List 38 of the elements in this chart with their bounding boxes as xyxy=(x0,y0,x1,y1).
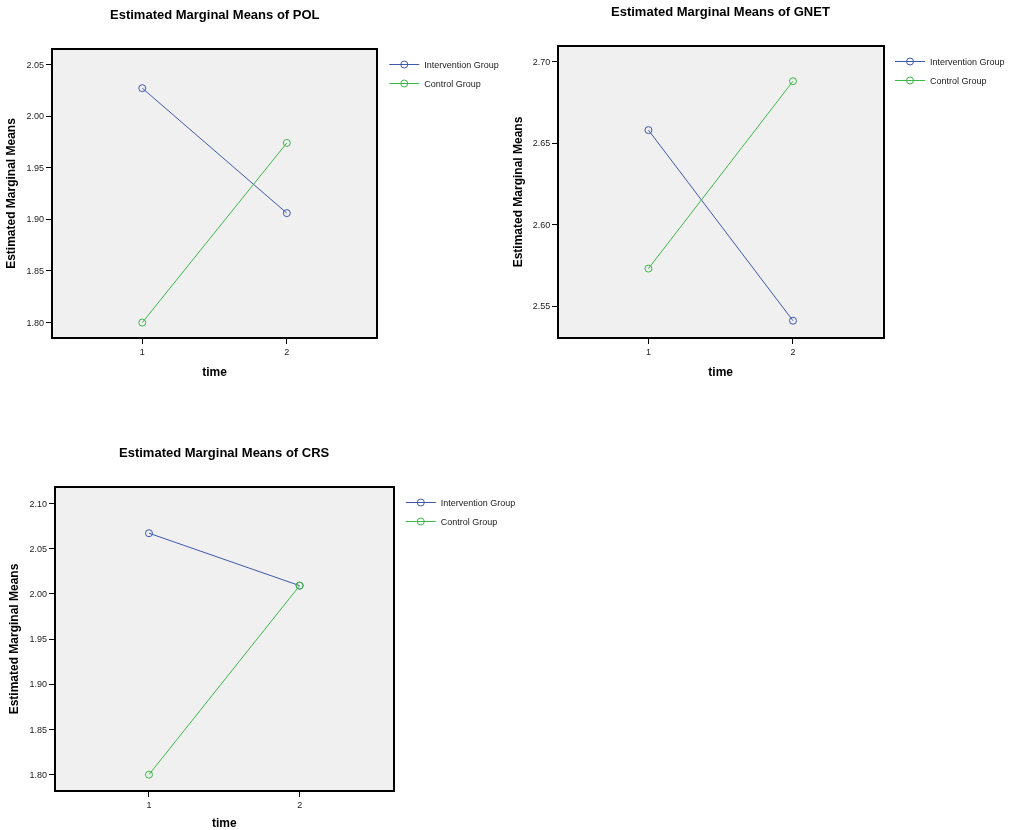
y-tick-label: 2.05 xyxy=(29,543,48,554)
y-tick-label: 1.80 xyxy=(29,769,48,780)
y-tick-label: 2.00 xyxy=(26,111,45,122)
x-tick-label: 1 xyxy=(139,346,145,357)
y-tick-label: 1.95 xyxy=(26,162,45,173)
x-axis-title: time xyxy=(211,816,237,830)
y-tick-label: 2.00 xyxy=(29,588,48,599)
y-tick-label: 1.90 xyxy=(26,214,45,225)
y-tick-label: 2.10 xyxy=(29,498,48,509)
x-tick-label: 2 xyxy=(790,346,796,357)
y-axis-title: Estimated Marginal Means xyxy=(510,116,525,268)
x-axis-title: time xyxy=(708,364,734,379)
legend-label: Intervention Group xyxy=(424,60,499,71)
x-tick-label: 2 xyxy=(297,799,303,810)
y-tick-label: 1.90 xyxy=(29,679,48,690)
x-tick-label: 1 xyxy=(645,346,651,357)
x-tick-label: 1 xyxy=(146,799,152,810)
legend-label: Intervention Group xyxy=(440,498,516,509)
y-tick-label: 2.65 xyxy=(532,138,551,149)
y-axis-title: Estimated Marginal Means xyxy=(4,117,19,269)
legend-label: Control Group xyxy=(424,79,481,90)
y-tick-label: 2.60 xyxy=(532,219,551,230)
legend-label: Control Group xyxy=(440,517,498,528)
chart-title: Estimated Marginal Means of POL xyxy=(110,7,320,22)
legend-label: Intervention Group xyxy=(930,57,1005,68)
y-axis-title: Estimated Marginal Means xyxy=(7,563,22,715)
x-tick-label: 2 xyxy=(284,346,290,357)
x-axis-title: time xyxy=(202,364,228,379)
y-tick-label: 2.55 xyxy=(532,301,551,312)
y-tick-label: 1.85 xyxy=(29,724,48,735)
y-tick-label: 2.70 xyxy=(532,56,551,67)
y-tick-label: 1.95 xyxy=(29,634,48,645)
chart-title: Estimated Marginal Means of GNET xyxy=(611,4,830,19)
legend-label: Control Group xyxy=(930,76,987,87)
y-tick-label: 1.85 xyxy=(26,266,45,277)
chart-title: Estimated Marginal Means of CRS xyxy=(119,445,330,460)
y-tick-label: 1.80 xyxy=(26,317,45,328)
y-tick-label: 2.05 xyxy=(26,59,45,70)
